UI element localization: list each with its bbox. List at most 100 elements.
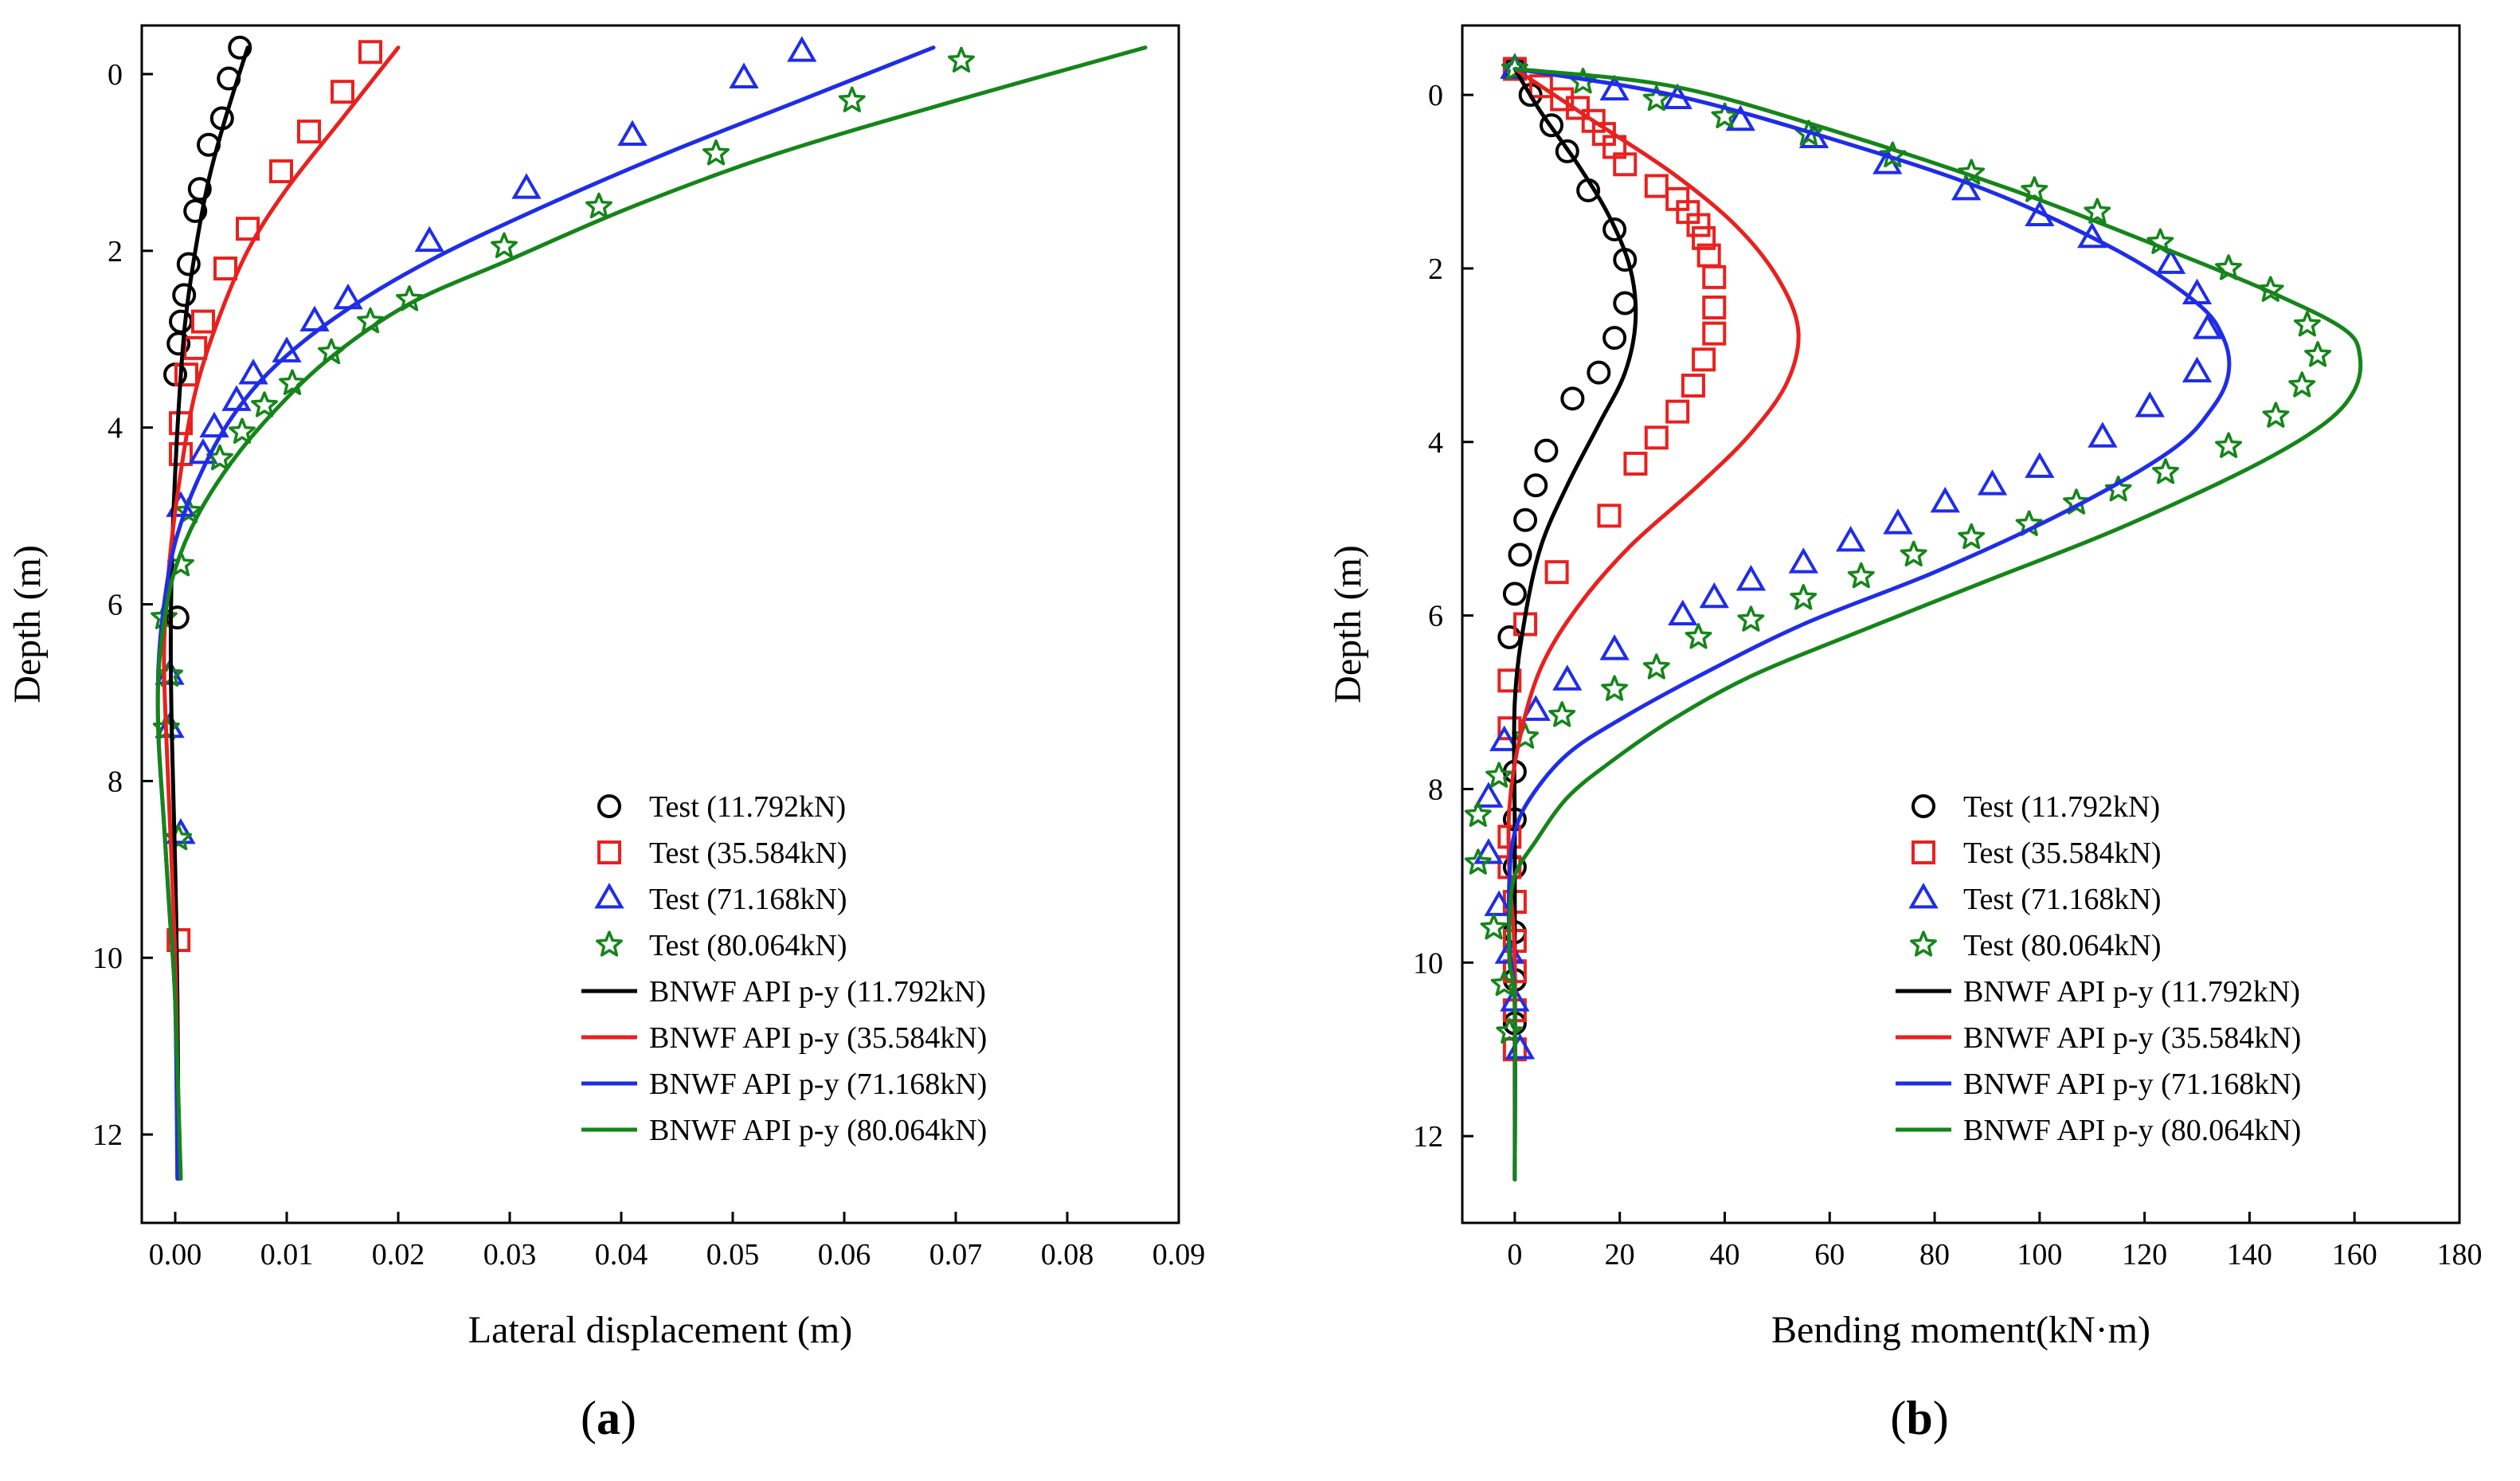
data-point xyxy=(1550,87,1575,112)
legend-entry: BNWF API p-y (80.064kN) xyxy=(1963,1114,2301,1147)
data-point xyxy=(2288,371,2316,398)
data-point xyxy=(188,437,218,464)
legend-entry: Test (11.792kN) xyxy=(1963,790,2160,824)
data-point xyxy=(1500,53,1530,79)
legend-entry: Test (35.584kN) xyxy=(649,836,847,870)
data-point xyxy=(1725,104,1755,131)
x-tick-label: 0 xyxy=(1507,1238,1522,1271)
legend-entry: Test (80.064kN) xyxy=(1963,929,2162,962)
legend-entry: BNWF API p-y (11.792kN) xyxy=(649,975,986,1009)
data-point xyxy=(1702,264,1727,289)
data-point xyxy=(1601,675,1629,701)
legend-marker xyxy=(1910,931,1937,957)
x-tick-label: 0.02 xyxy=(372,1238,425,1271)
legend-marker xyxy=(1908,882,1939,909)
data-point xyxy=(1702,295,1727,319)
data-point xyxy=(1699,582,1729,609)
legend-entry: BNWF API p-y (35.584kN) xyxy=(649,1021,987,1055)
data-point xyxy=(617,119,648,147)
data-layer xyxy=(1464,53,2363,1181)
data-point xyxy=(2152,458,2179,484)
data-point xyxy=(1501,54,1528,81)
data-point xyxy=(2293,311,2321,337)
data-point xyxy=(1788,547,1818,574)
data-point xyxy=(2304,341,2332,367)
x-tick-label: 120 xyxy=(2122,1238,2167,1271)
data-point xyxy=(1599,634,1630,660)
panel-b-label-letter: b xyxy=(1906,1392,1932,1444)
data-point xyxy=(1665,399,1690,424)
y-tick-label: 10 xyxy=(92,942,123,975)
y-tick-label: 12 xyxy=(1413,1120,1443,1154)
data-point xyxy=(191,309,215,334)
data-point xyxy=(2063,488,2090,515)
data-point xyxy=(1685,623,1712,649)
data-point xyxy=(1711,102,1739,129)
y-tick-label: 8 xyxy=(1428,773,1443,806)
legend-entry: Test (35.584kN) xyxy=(1963,836,2162,870)
data-point xyxy=(2135,391,2165,417)
data-point xyxy=(331,80,354,104)
series-line xyxy=(155,45,1148,1181)
y-tick-label: 0 xyxy=(108,58,123,92)
legend-entry: BNWF API p-y (71.168kN) xyxy=(1963,1068,2301,1101)
x-tick-label: 0.07 xyxy=(929,1238,983,1271)
legend-marker xyxy=(597,794,621,818)
legend-entry: BNWF API p-y (80.064kN) xyxy=(649,1114,987,1147)
series-line xyxy=(162,45,401,1181)
legend-marker xyxy=(1912,840,1935,864)
series-line xyxy=(1512,67,1638,1181)
y-axis-title: Depth (m) xyxy=(6,545,49,703)
data-point xyxy=(1473,782,1504,808)
y-tick-label: 0 xyxy=(1428,79,1443,112)
data-point xyxy=(1602,217,1627,241)
legend-entry: Test (11.792kN) xyxy=(649,790,846,824)
data-point xyxy=(229,417,256,444)
y-tick-label: 10 xyxy=(1413,946,1443,980)
panel-a-label: (a) xyxy=(581,1392,636,1444)
data-point xyxy=(199,411,229,438)
x-tick-label: 0.06 xyxy=(818,1238,871,1271)
data-point xyxy=(1552,664,1583,691)
data-point xyxy=(1512,723,1540,749)
data-point xyxy=(1692,225,1716,250)
data-point xyxy=(1555,139,1579,163)
data-point xyxy=(1544,560,1569,585)
data-point xyxy=(2193,313,2223,339)
data-point xyxy=(1668,599,1698,626)
panel-b-chart: 0 20 40 60 80 100 120 140 160 180 0 2 4 6 8 10 12 Bending… xyxy=(1327,24,2483,1351)
data-point xyxy=(1681,373,1705,398)
data-point xyxy=(2104,475,2132,502)
x-tick-label: 0.08 xyxy=(1041,1238,1094,1271)
x-tick-label: 60 xyxy=(1814,1238,1845,1271)
data-point xyxy=(1565,96,1590,120)
data-point xyxy=(1602,326,1627,351)
data-point xyxy=(1513,507,1538,532)
data-point xyxy=(1485,762,1513,788)
data-point xyxy=(1644,425,1669,450)
plot-frame xyxy=(140,24,1180,1224)
data-point xyxy=(166,331,191,356)
data-point xyxy=(1790,584,1818,610)
data-point xyxy=(1484,890,1514,916)
y-axis-title: Depth (m) xyxy=(1327,545,1369,703)
data-point xyxy=(1686,213,1711,237)
data-point xyxy=(297,119,321,144)
legend: Test (11.792kN) Test (35.584kN) Test (71.1… xyxy=(581,790,987,1147)
data-point xyxy=(1548,701,1576,727)
data-point xyxy=(1735,565,1767,591)
data-point xyxy=(1977,469,2008,496)
y-tick-label: 8 xyxy=(108,765,123,798)
legend-entry: BNWF API p-y (11.792kN) xyxy=(1963,975,2300,1009)
data-point xyxy=(1644,174,1669,198)
data-point xyxy=(358,40,382,65)
y-tick-label: 4 xyxy=(1428,426,1443,460)
data-point xyxy=(1702,321,1727,346)
panel-b-label-open: ( xyxy=(1890,1392,1906,1444)
x-tick-label: 140 xyxy=(2227,1238,2272,1271)
data-point xyxy=(169,411,193,436)
legend-marker xyxy=(597,840,621,864)
data-point xyxy=(269,159,293,184)
data-point xyxy=(2262,402,2290,428)
